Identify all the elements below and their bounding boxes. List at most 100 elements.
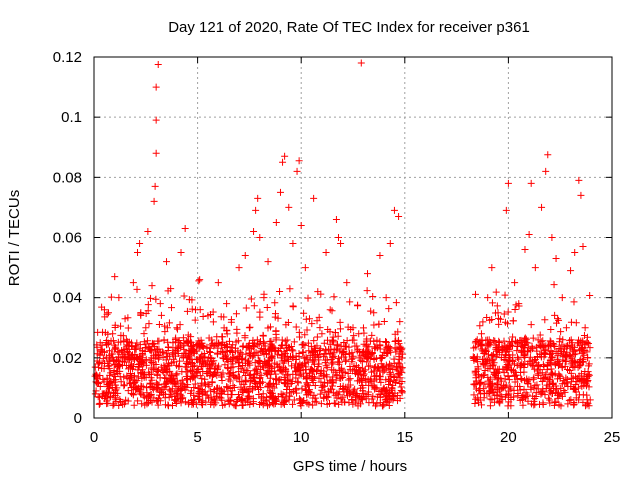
background-data-point [236,359,244,367]
background-data-point [396,344,404,352]
background-data-point [554,375,562,383]
background-data-point [355,371,363,379]
background-data-point [501,291,509,299]
background-data-point [256,308,264,316]
background-data-point [198,379,206,387]
background-data-point [159,349,167,357]
background-data-point [349,354,357,362]
background-data-point [265,361,273,369]
background-data-point [331,329,339,337]
background-data-point [192,341,200,349]
background-data-point [315,374,323,382]
data-point [152,83,160,91]
background-data-point [245,342,253,350]
background-data-point [304,358,312,366]
data-point [136,240,144,248]
background-data-point [101,392,109,400]
background-data-point [240,380,248,388]
background-data-point [374,363,382,371]
background-data-point [376,341,384,349]
background-data-point [336,347,344,355]
background-data-point [327,356,335,364]
background-data-point [530,401,538,409]
background-data-point [380,384,388,392]
background-data-point [139,354,147,362]
background-data-point [328,378,336,386]
background-data-point [340,385,348,393]
data-point [285,203,293,211]
background-data-point [328,307,336,315]
background-data-point [574,374,582,382]
background-data-point [256,374,264,382]
background-data-point [159,390,167,398]
background-data-point [109,337,117,345]
background-data-point [329,336,337,344]
background-data-point [275,347,283,355]
background-data-point [160,361,168,369]
background-data-point [561,351,569,359]
background-data-point [96,399,104,407]
data-point [181,224,189,232]
background-data-point [552,347,560,355]
data-point [196,276,204,284]
background-data-point [102,389,110,397]
background-data-point [187,389,195,397]
background-data-point [556,335,564,343]
background-data-point [249,353,257,361]
background-data-point [475,387,483,395]
background-data-point [514,343,522,351]
background-data-point [520,376,528,384]
background-data-point [308,320,316,328]
background-data-point [586,396,594,404]
background-data-point [380,401,388,409]
background-data-point [188,305,196,313]
background-data-point [336,367,344,375]
background-data-point [584,354,592,362]
background-data-point [124,397,132,405]
background-data-point [181,398,189,406]
background-data-point [234,391,242,399]
background-data-point [542,370,550,378]
background-data-point [550,341,558,349]
background-data-point [94,378,102,386]
background-data-point [492,344,500,352]
background-data-point [348,395,356,403]
background-data-point [254,382,262,390]
background-data-point [378,387,386,395]
background-data-point [350,336,358,344]
data-point [382,294,390,302]
background-data-point [115,401,123,409]
background-data-point [345,376,353,384]
data-point [254,194,262,202]
background-data-point [112,344,120,352]
data-point [386,240,394,248]
background-data-point [103,397,111,405]
background-data-point [311,398,319,406]
background-data-point [493,395,501,403]
background-data-point [265,379,273,387]
background-data-point [154,337,162,345]
background-data-point [516,386,524,394]
background-data-point [394,397,402,405]
background-data-point [540,363,548,371]
background-data-point [501,351,509,359]
background-data-point [190,347,198,355]
background-data-point [571,350,579,358]
background-data-point [537,375,545,383]
background-data-point [322,362,330,370]
background-data-point [529,375,537,383]
background-data-point [278,350,286,358]
background-data-point [357,384,365,392]
background-data-point [271,299,279,307]
background-data-point [362,375,370,383]
data-point [558,294,566,302]
background-data-point [212,392,220,400]
background-data-point [191,316,199,324]
background-data-point [317,290,325,298]
background-data-point [214,366,222,374]
background-data-point [155,366,163,374]
background-data-point [289,354,297,362]
background-data-point [94,393,102,401]
data-points [91,59,594,410]
background-data-point [185,355,193,363]
